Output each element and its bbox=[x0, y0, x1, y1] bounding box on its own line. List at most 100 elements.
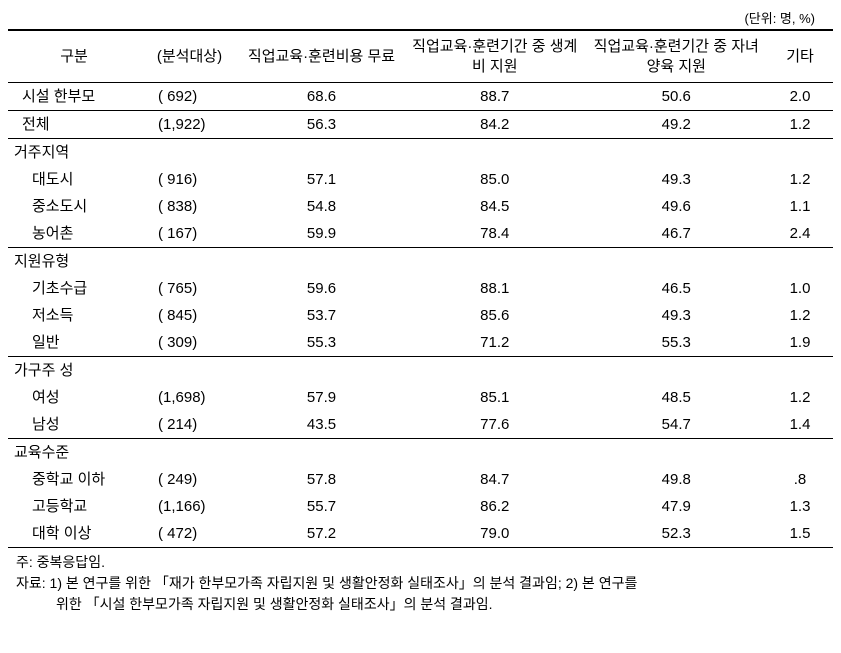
source-line-1: 자료: 1) 본 연구를 위한 「재가 한부모가족 자립지원 및 생활안정화 실… bbox=[16, 573, 833, 594]
table-cell: 88.7 bbox=[404, 83, 586, 111]
table-cell: 49.6 bbox=[586, 193, 768, 220]
table-cell: 56.3 bbox=[239, 111, 404, 139]
source-line-2: 위한 「시설 한부모가족 자립지원 및 생활안정화 실태조사」의 분석 결과임. bbox=[16, 594, 833, 615]
table-cell: 1.2 bbox=[767, 166, 833, 193]
table-cell: ( 692) bbox=[140, 83, 239, 111]
table-cell: ( 214) bbox=[140, 411, 239, 439]
table-cell: 1.2 bbox=[767, 384, 833, 411]
group-header-row: 지원유형 bbox=[8, 248, 833, 276]
header-other: 기타 bbox=[767, 30, 833, 83]
table-cell: 77.6 bbox=[404, 411, 586, 439]
table-cell: 52.3 bbox=[586, 520, 768, 548]
table-cell: 1.9 bbox=[767, 329, 833, 357]
table-cell: 53.7 bbox=[239, 302, 404, 329]
header-count: (분석대상) bbox=[140, 30, 239, 83]
data-table: 구분 (분석대상) 직업교육·훈련비용 무료 직업교육·훈련기간 중 생계비 지… bbox=[8, 29, 833, 548]
table-cell: 88.1 bbox=[404, 275, 586, 302]
header-category: 구분 bbox=[8, 30, 140, 83]
table-cell: 기초수급 bbox=[8, 275, 140, 302]
table-cell: (1,922) bbox=[140, 111, 239, 139]
unit-label: (단위: 명, %) bbox=[8, 8, 833, 29]
table-cell: 농어촌 bbox=[8, 220, 140, 248]
table-cell: 55.3 bbox=[586, 329, 768, 357]
table-row: 농어촌( 167)59.978.446.72.4 bbox=[8, 220, 833, 248]
table-row: 기초수급( 765)59.688.146.51.0 bbox=[8, 275, 833, 302]
table-cell: (1,698) bbox=[140, 384, 239, 411]
table-cell: 55.7 bbox=[239, 493, 404, 520]
table-cell: 49.8 bbox=[586, 466, 768, 493]
table-cell: 86.2 bbox=[404, 493, 586, 520]
table-footer: 주: 중복응답임. 자료: 1) 본 연구를 위한 「재가 한부모가족 자립지원… bbox=[8, 548, 833, 615]
source-text-2: 위한 「시설 한부모가족 자립지원 및 생활안정화 실태조사」의 분석 결과임. bbox=[56, 596, 493, 612]
table-cell: 57.1 bbox=[239, 166, 404, 193]
table-body: 시설 한부모( 692)68.688.750.62.0전체(1,922)56.3… bbox=[8, 83, 833, 548]
table-cell: 저소득 bbox=[8, 302, 140, 329]
group-header-cell: 교육수준 bbox=[8, 439, 833, 467]
table-row: 저소득( 845)53.785.649.31.2 bbox=[8, 302, 833, 329]
note-line: 주: 중복응답임. bbox=[16, 552, 833, 573]
table-row: 남성( 214)43.577.654.71.4 bbox=[8, 411, 833, 439]
table-cell: 49.2 bbox=[586, 111, 768, 139]
table-row: 고등학교(1,166)55.786.247.91.3 bbox=[8, 493, 833, 520]
table-cell: 85.1 bbox=[404, 384, 586, 411]
table-cell: ( 765) bbox=[140, 275, 239, 302]
table-cell: 84.5 bbox=[404, 193, 586, 220]
table-cell: 49.3 bbox=[586, 302, 768, 329]
table-cell: .8 bbox=[767, 466, 833, 493]
header-childcare-support: 직업교육·훈련기간 중 자녀양육 지원 bbox=[586, 30, 768, 83]
group-header-cell: 거주지역 bbox=[8, 139, 833, 167]
table-cell: 47.9 bbox=[586, 493, 768, 520]
header-free-training: 직업교육·훈련비용 무료 bbox=[239, 30, 404, 83]
table-cell: 57.9 bbox=[239, 384, 404, 411]
source-text-1: 1) 본 연구를 위한 「재가 한부모가족 자립지원 및 생활안정화 실태조사」… bbox=[50, 575, 638, 591]
table-row: 전체(1,922)56.384.249.21.2 bbox=[8, 111, 833, 139]
table-cell: 1.2 bbox=[767, 302, 833, 329]
table-cell: 2.4 bbox=[767, 220, 833, 248]
table-cell: ( 167) bbox=[140, 220, 239, 248]
table-cell: 57.8 bbox=[239, 466, 404, 493]
table-cell: 85.0 bbox=[404, 166, 586, 193]
table-cell: 59.9 bbox=[239, 220, 404, 248]
table-cell: 일반 bbox=[8, 329, 140, 357]
note-text: 중복응답임. bbox=[37, 554, 105, 570]
table-cell: 1.4 bbox=[767, 411, 833, 439]
table-cell: 50.6 bbox=[586, 83, 768, 111]
table-cell: 59.6 bbox=[239, 275, 404, 302]
table-cell: 84.7 bbox=[404, 466, 586, 493]
group-header-row: 교육수준 bbox=[8, 439, 833, 467]
table-cell: 85.6 bbox=[404, 302, 586, 329]
table-cell: ( 249) bbox=[140, 466, 239, 493]
table-cell: 49.3 bbox=[586, 166, 768, 193]
note-label: 주: bbox=[16, 554, 33, 570]
group-header-row: 가구주 성 bbox=[8, 357, 833, 385]
table-cell: 68.6 bbox=[239, 83, 404, 111]
table-row: 여성(1,698)57.985.148.51.2 bbox=[8, 384, 833, 411]
table-cell: 중소도시 bbox=[8, 193, 140, 220]
table-cell: 46.5 bbox=[586, 275, 768, 302]
table-row: 대도시( 916)57.185.049.31.2 bbox=[8, 166, 833, 193]
table-cell: 54.8 bbox=[239, 193, 404, 220]
table-cell: 2.0 bbox=[767, 83, 833, 111]
table-cell: 78.4 bbox=[404, 220, 586, 248]
table-cell: 79.0 bbox=[404, 520, 586, 548]
table-cell: 대학 이상 bbox=[8, 520, 140, 548]
table-cell: 54.7 bbox=[586, 411, 768, 439]
table-cell: 1.3 bbox=[767, 493, 833, 520]
table-cell: 71.2 bbox=[404, 329, 586, 357]
table-row: 일반( 309)55.371.255.31.9 bbox=[8, 329, 833, 357]
header-row: 구분 (분석대상) 직업교육·훈련비용 무료 직업교육·훈련기간 중 생계비 지… bbox=[8, 30, 833, 83]
group-header-row: 거주지역 bbox=[8, 139, 833, 167]
table-cell: 1.0 bbox=[767, 275, 833, 302]
table-cell: 84.2 bbox=[404, 111, 586, 139]
table-cell: ( 309) bbox=[140, 329, 239, 357]
table-cell: 43.5 bbox=[239, 411, 404, 439]
group-header-cell: 가구주 성 bbox=[8, 357, 833, 385]
table-cell: 1.5 bbox=[767, 520, 833, 548]
table-cell: ( 472) bbox=[140, 520, 239, 548]
table-row: 대학 이상( 472)57.279.052.31.5 bbox=[8, 520, 833, 548]
table-cell: 48.5 bbox=[586, 384, 768, 411]
group-header-cell: 지원유형 bbox=[8, 248, 833, 276]
table-cell: 55.3 bbox=[239, 329, 404, 357]
table-cell: 57.2 bbox=[239, 520, 404, 548]
header-living-support: 직업교육·훈련기간 중 생계비 지원 bbox=[404, 30, 586, 83]
